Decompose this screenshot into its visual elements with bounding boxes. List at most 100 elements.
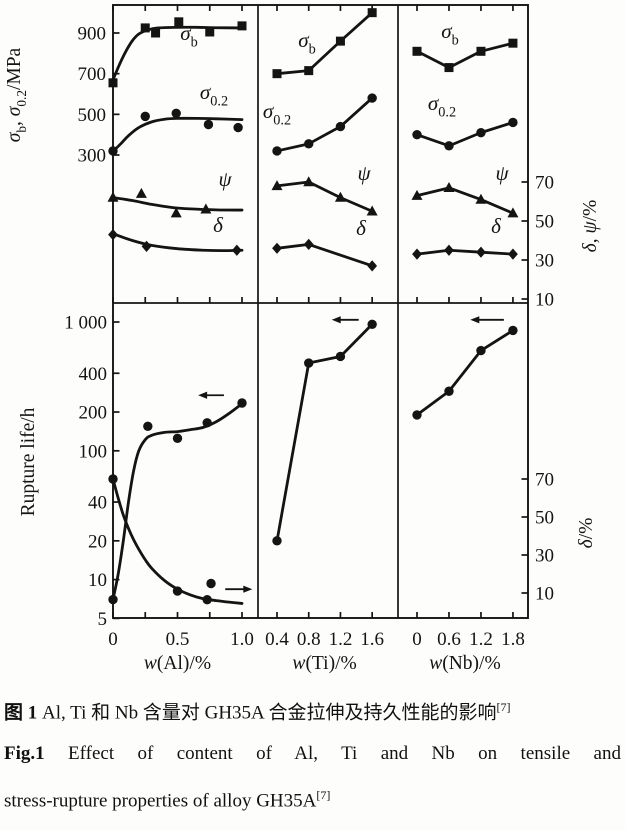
circle-marker — [172, 433, 183, 444]
x-axis-title: w(Al)/% — [144, 653, 211, 674]
series-psi: ψ — [411, 161, 519, 218]
caption-line-en-1: Fig.1 Effect of content of Al, Ti and Nb… — [4, 741, 621, 767]
curve-label-sigma_0_2: σ0.2 — [263, 99, 291, 128]
circle-marker — [476, 345, 486, 356]
x-tick-label: 1.8 — [501, 629, 525, 650]
series-sigma_b: σb — [272, 8, 377, 79]
diamond-marker — [412, 248, 422, 260]
arrow-head — [331, 316, 341, 324]
circle-marker — [172, 586, 183, 596]
circle-marker — [140, 111, 150, 122]
square-marker — [174, 17, 184, 27]
circle-marker — [335, 351, 346, 362]
square-marker — [304, 66, 314, 76]
square-marker — [412, 46, 422, 56]
series-line — [415, 41, 515, 69]
arrow-head — [470, 316, 480, 324]
arrow-head — [198, 391, 208, 399]
y-tick-label: 50 — [535, 212, 554, 233]
circle-marker — [202, 418, 212, 428]
series-line — [275, 11, 374, 76]
series-sigma_b: σb — [108, 17, 247, 88]
caption-zh-prefix: 图 1 — [4, 702, 38, 724]
series-rupture_life — [412, 325, 518, 420]
panel-stress-rupture-properties-ti — [272, 316, 377, 546]
y-tick-label: 1 000 — [64, 313, 107, 334]
series-line — [111, 196, 244, 212]
y-axes: 900 700 500 300 70 50 30 10 1 000 400 200 100 40 20 10… — [4, 24, 601, 630]
y-tick-label: 900 — [78, 24, 107, 45]
circle-marker — [202, 594, 212, 605]
y-tick-label: 30 — [535, 251, 554, 272]
circle-marker — [203, 119, 214, 130]
series-delta: δ — [272, 216, 378, 272]
x-axis-title: w(Nb)/% — [429, 653, 501, 674]
x-tick-label: 0.6 — [437, 629, 461, 650]
series-line — [111, 232, 244, 253]
square-marker — [140, 23, 150, 33]
x-tick-label: 0 — [412, 629, 422, 650]
x-tick-label: 1.6 — [360, 629, 384, 650]
panel-tensile-properties-nb: σb σ0.2 ψ δ — [411, 19, 519, 260]
y-tick-label: 5 — [98, 609, 108, 630]
y-tick-label: 300 — [78, 146, 107, 167]
circle-marker — [508, 325, 518, 336]
y-tick-label: 50 — [535, 508, 554, 529]
series-line — [111, 402, 244, 601]
circle-marker — [476, 127, 486, 138]
circle-marker — [108, 146, 118, 156]
circle-marker — [444, 386, 454, 396]
series-psi: ψ — [107, 167, 244, 218]
series-line — [111, 116, 244, 153]
y-tick-label: 40 — [88, 493, 107, 514]
curve-label-sigma_b: σb — [298, 28, 316, 57]
diamond-marker — [444, 244, 454, 256]
series-sigma_0_2: σ0.2 — [108, 80, 244, 156]
y-tick-label: 10 — [535, 290, 554, 311]
curve-label-psi: ψ — [495, 161, 509, 185]
caption-zh-reference: [7] — [496, 700, 511, 714]
square-marker — [444, 63, 454, 73]
axis-direction-arrow — [470, 316, 504, 324]
caption-en-text-2: stress-rupture properties of alloy GH35A — [4, 790, 317, 812]
caption-line-en-2: stress-rupture properties of alloy GH35A… — [4, 782, 621, 814]
axis-direction-arrow — [225, 585, 253, 593]
diamond-marker — [272, 242, 282, 254]
curve-label-psi: ψ — [357, 161, 371, 185]
diamond-marker — [108, 229, 118, 241]
curve-label-sigma_0_2: σ0.2 — [428, 91, 456, 120]
series-line — [415, 186, 515, 215]
y-tick-label: 700 — [78, 64, 107, 85]
caption-zh-text: Al, Ti 和 Nb 含量对 GH35A 合金拉伸及持久性能的影响 — [37, 702, 497, 724]
circle-marker — [412, 129, 422, 140]
y-tick-label: 10 — [535, 584, 554, 605]
circle-marker — [335, 121, 346, 132]
series-line — [111, 25, 244, 82]
circle-marker — [367, 319, 377, 329]
diamond-marker — [367, 260, 378, 272]
circle-marker — [444, 141, 454, 151]
triangle-marker — [135, 187, 147, 198]
y-tick-label: 10 — [88, 570, 107, 591]
circle-marker — [367, 93, 377, 103]
curve-label-sigma_b: σb — [441, 19, 459, 48]
y-tick-label: 500 — [78, 105, 107, 126]
series-rupture_life — [108, 398, 247, 605]
series-delta: δ — [412, 214, 518, 260]
triangle-marker — [271, 180, 283, 191]
y-tick-label: 100 — [79, 441, 108, 462]
x-tick-label: 1.0 — [230, 629, 254, 650]
series-sigma_0_2: σ0.2 — [263, 93, 377, 156]
series-psi: ψ — [271, 161, 378, 216]
triangle-marker — [200, 203, 212, 214]
curve-label-psi: ψ — [218, 167, 232, 191]
arrow-head — [243, 585, 253, 593]
y-tick-label: 200 — [79, 403, 108, 424]
y-tick-label: 400 — [79, 364, 108, 385]
series-line — [275, 96, 374, 153]
series-line — [275, 180, 374, 213]
square-marker — [237, 21, 247, 31]
series-delta — [108, 474, 244, 605]
x-tick-label: 0.4 — [265, 629, 289, 650]
